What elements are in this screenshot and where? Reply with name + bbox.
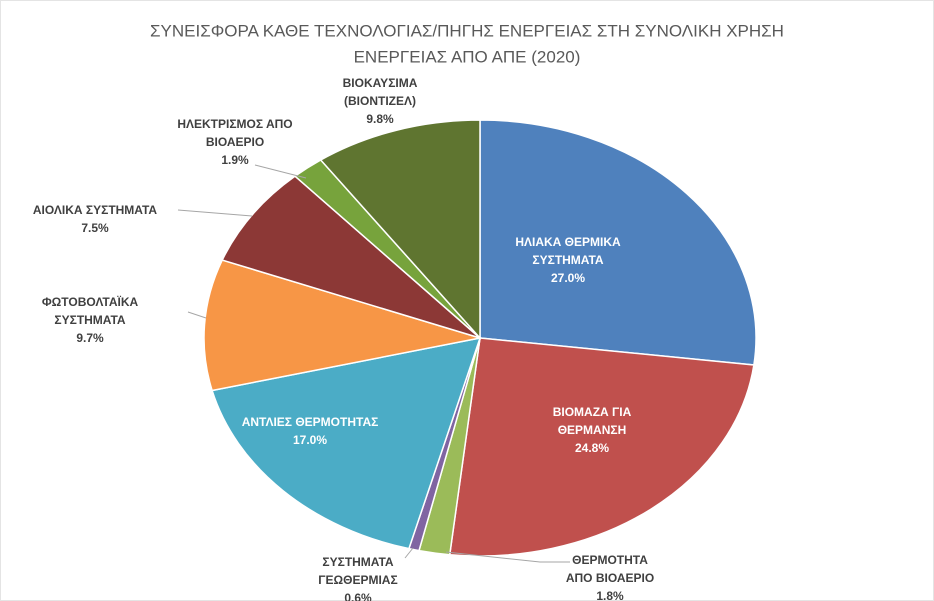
pie-slice xyxy=(319,119,481,340)
pie-slice xyxy=(211,337,482,550)
pie-slice xyxy=(479,119,757,366)
slice-value-label: 9.8% xyxy=(366,112,394,126)
pie-slice xyxy=(448,337,755,557)
slice-label: ΒΙΟΜΑΖΑ ΓΙΑ xyxy=(553,405,632,419)
slice-value-label: 9.7% xyxy=(76,331,104,345)
slice-label: ΑΠΟ ΒΙΟΑΕΡΙΟ xyxy=(566,571,654,585)
slice-value-label: 0.6% xyxy=(344,591,372,601)
leader-line xyxy=(187,311,207,319)
slice-label: ΒΙΟΚΑΥΣΙΜΑ xyxy=(343,76,418,90)
leader-line xyxy=(445,551,570,563)
slice-value-label: 7.5% xyxy=(81,221,109,235)
leader-line xyxy=(404,547,414,559)
slice-label: ΣΥΣΤΗΜΑΤΑ xyxy=(54,313,126,327)
slice-value-label: 17.0% xyxy=(293,433,327,447)
pie-slice xyxy=(221,175,481,339)
slice-label: ΣΥΣΤΗΜΑΤΑ xyxy=(322,555,394,569)
slice-value-label: 27.0% xyxy=(551,271,585,285)
slice-value-label: 24.8% xyxy=(575,441,609,455)
chart-title: ΕΝΕΡΓΕΙΑΣ ΑΠΟ ΑΠΕ (2020) xyxy=(354,47,581,66)
slice-label: ΣΥΣΤΗΜΑΤΑ xyxy=(532,253,604,267)
pie-slice xyxy=(203,259,481,392)
slice-label: ΒΙΟΑΕΡΙΟ xyxy=(206,135,264,149)
slice-value-label: 1.8% xyxy=(596,589,624,601)
chart-title: ΣΥΝΕΙΣΦΟΡΑ ΚΑΘΕ ΤΕΧΝΟΛΟΓΙΑΣ/ΠΗΓΗΣ ΕΝΕΡΓΕ… xyxy=(150,21,784,40)
slice-label: ΘΕΡΜΟΤΗΤΑ xyxy=(572,553,648,567)
leader-line xyxy=(254,164,307,179)
slice-label: ΓΕΩΘΕΡΜΙΑΣ xyxy=(318,573,397,587)
slice-label: (ΒΙΟΝΤΙΖΕΛ) xyxy=(344,94,416,108)
slice-label: ΘΕΡΜΑΝΣΗ xyxy=(558,423,627,437)
slice-label: ΗΛΕΚΤΡΙΣΜΟΣ ΑΠΟ xyxy=(177,117,292,131)
leader-line xyxy=(177,209,253,217)
slice-label: ΑΙΟΛΙΚΑ ΣΥΣΤΗΜΑΤΑ xyxy=(33,203,158,217)
slice-label: ΗΛΙΑΚΑ ΘΕΡΜΙΚΑ xyxy=(515,235,621,249)
slice-value-label: 1.9% xyxy=(221,153,249,167)
slice-label: ΦΩΤΟΒΟΛΤΑΪΚΑ xyxy=(42,294,139,309)
slice-label: ΑΝΤΛΙΕΣ ΘΕΡΜΟΤΗΤΑΣ xyxy=(242,415,379,429)
